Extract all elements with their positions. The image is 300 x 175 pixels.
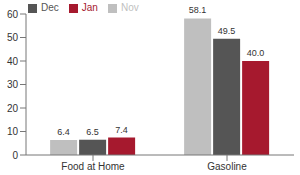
svg-text:50: 50 [7, 32, 19, 43]
html-text:Jan: Jan [81, 2, 98, 13]
svg-text:0: 0 [12, 150, 18, 161]
svg-text:60: 60 [7, 9, 19, 20]
svg-text:6.5: 6.5 [86, 127, 99, 137]
html-text:Nov: Nov [120, 2, 139, 13]
svg-text:30: 30 [7, 79, 19, 90]
svg-text:40.0: 40.0 [247, 48, 265, 58]
svg-text:Gasoline: Gasoline [207, 161, 247, 172]
svg-text:20: 20 [7, 103, 19, 114]
svg-text:49.5: 49.5 [218, 26, 236, 36]
svg-text:6.4: 6.4 [57, 127, 70, 137]
svg-text:58.1: 58.1 [189, 5, 207, 15]
svg-text:40: 40 [7, 56, 19, 67]
svg-text:Food at Home: Food at Home [61, 161, 125, 172]
html-text:Dec: Dec [41, 2, 59, 13]
svg-text:10: 10 [7, 126, 19, 137]
svg-text:7.4: 7.4 [115, 125, 128, 135]
